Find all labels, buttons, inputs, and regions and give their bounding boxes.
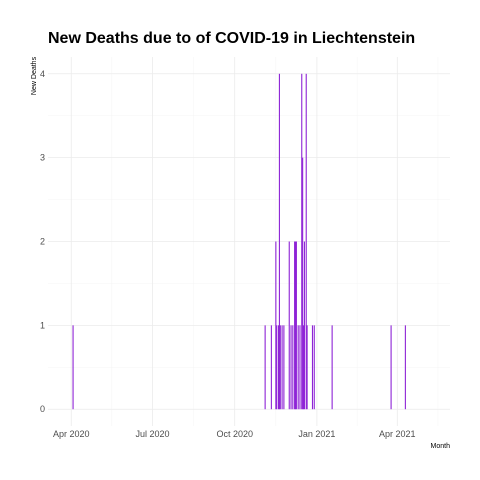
bar	[275, 241, 277, 410]
y-tick-label: 0	[40, 404, 45, 414]
bar	[302, 157, 304, 410]
y-axis-label: New Deaths	[31, 56, 38, 95]
bars	[72, 73, 406, 410]
bar	[301, 73, 303, 410]
bar	[294, 241, 297, 410]
x-tick-label: Jan 2021	[298, 429, 335, 439]
y-tick-labels: 0 1 2 3 4	[40, 69, 45, 414]
bar	[311, 325, 314, 410]
bar	[281, 325, 283, 410]
bar	[390, 325, 392, 410]
bar	[264, 325, 266, 410]
x-tick-label: Jul 2020	[136, 429, 170, 439]
bar	[277, 325, 280, 410]
x-tick-label: Apr 2020	[53, 429, 90, 439]
y-tick-label: 3	[40, 153, 45, 163]
bar	[288, 241, 290, 410]
x-tick-label: Oct 2020	[216, 429, 253, 439]
chart-title: New Deaths due to of COVID-19 in Liechte…	[48, 30, 415, 47]
bar	[404, 325, 406, 410]
bar	[297, 325, 299, 410]
x-axis-label: Month	[431, 443, 451, 450]
y-tick-label: 4	[40, 69, 45, 79]
bar	[306, 325, 308, 410]
bar	[303, 241, 305, 410]
bar	[283, 325, 285, 410]
bar	[292, 325, 294, 410]
bar	[302, 325, 305, 410]
bar	[299, 325, 301, 410]
bar	[290, 325, 292, 410]
bar	[72, 325, 74, 410]
bar	[294, 241, 296, 410]
bar	[276, 325, 278, 410]
x-tick-label: Apr 2021	[379, 429, 416, 439]
y-tick-label: 1	[40, 320, 45, 330]
bar	[305, 73, 307, 410]
bar	[331, 325, 333, 410]
bar	[295, 241, 297, 410]
bar	[279, 325, 281, 410]
grid	[48, 57, 450, 426]
bar	[313, 325, 315, 410]
y-tick-label: 2	[40, 237, 45, 247]
x-tick-labels: Apr 2020 Jul 2020 Oct 2020 Jan 2021 Apr 2021	[53, 429, 416, 439]
bar	[278, 73, 280, 410]
bar	[270, 325, 272, 410]
